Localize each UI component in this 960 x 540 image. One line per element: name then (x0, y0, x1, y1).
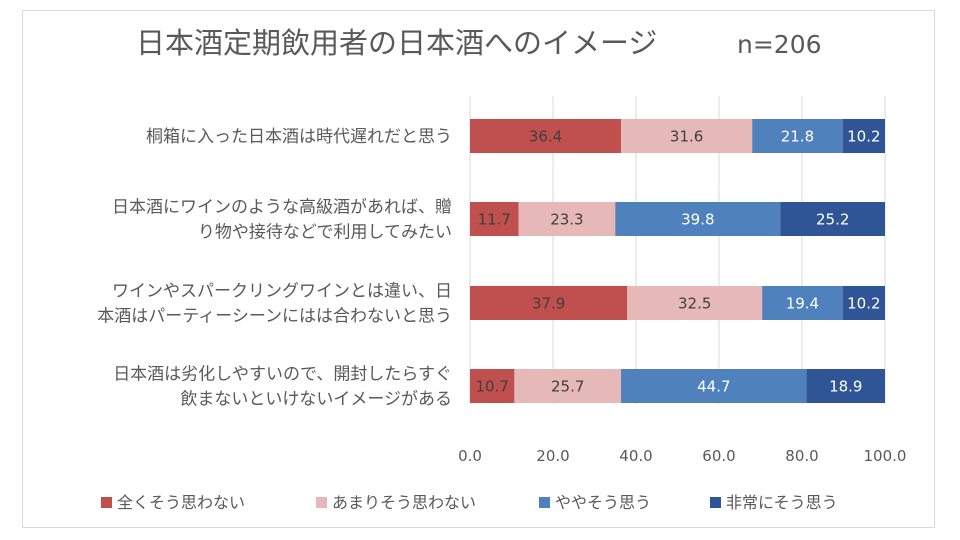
bar-segment (806, 369, 885, 403)
data-label: 19.4 (786, 295, 819, 313)
bar-segment (514, 369, 622, 403)
bar-segment (470, 202, 519, 236)
bar-segment (518, 202, 616, 236)
legend-swatch (710, 497, 721, 508)
category-label: ワインやスパークリングワインとは違い、日 (112, 282, 452, 302)
legend-label: 全くそう思わない (117, 493, 245, 512)
category-label: 本酒はパーティーシーンにはは合わないと思う (97, 307, 452, 327)
legend-label: 非常にそう思う (726, 493, 838, 512)
bar-segment (621, 369, 807, 403)
data-label: 10.2 (847, 128, 880, 146)
legend-swatch (539, 497, 550, 508)
data-label: 44.7 (697, 378, 730, 396)
data-label: 39.8 (681, 211, 714, 229)
bar-segment (762, 286, 843, 320)
data-label: 21.8 (781, 128, 814, 146)
category-label: り物や接待などで利用してみたい (198, 223, 452, 243)
category-label: 飲まないといけないイメージがある (180, 390, 452, 410)
bar-segment (621, 119, 753, 153)
x-tick-label: 100.0 (864, 447, 907, 465)
x-tick-label-layer: 0.0 20.0 40.0 60.0 80.0 100.0 (458, 447, 906, 465)
data-label: 18.9 (829, 378, 862, 396)
data-label: 11.7 (478, 211, 511, 229)
chart-svg: 日本酒定期飲用者の日本酒へのイメージ n=206 36.4 31.6 21.8 10.… (97, 26, 906, 512)
x-tick-label: 0.0 (458, 447, 482, 465)
bar-segment (752, 119, 843, 153)
data-label: 10.7 (475, 378, 508, 396)
bar-layer (470, 119, 885, 403)
bar-segment (615, 202, 781, 236)
legend: 全くそう思わない あまりそう思わない ややそう思う 非常にそう思う (101, 493, 838, 512)
data-label: 10.2 (847, 295, 880, 313)
data-label: 25.7 (551, 378, 584, 396)
chart-sample-size: n=206 (737, 30, 822, 59)
legend-label: あまりそう思わない (332, 493, 476, 512)
x-tick-label: 40.0 (619, 447, 652, 465)
bar-segment (842, 286, 885, 320)
bar-segment (470, 286, 628, 320)
bar-segment (470, 369, 515, 403)
x-tick-label: 80.0 (785, 447, 818, 465)
x-tick-label: 60.0 (702, 447, 735, 465)
data-label: 23.3 (550, 211, 583, 229)
legend-swatch (316, 497, 327, 508)
data-label: 32.5 (678, 295, 711, 313)
category-label-layer: 桐箱に入った日本酒は時代遅れだと思う日本酒にワインのような高級酒があれば、贈り物… (97, 127, 452, 410)
category-label: 桐箱に入った日本酒は時代遅れだと思う (146, 127, 452, 147)
data-label: 31.6 (670, 128, 703, 146)
legend-swatch (101, 497, 112, 508)
chart-frame: 日本酒定期飲用者の日本酒へのイメージ n=206 36.4 31.6 21.8 10.… (22, 10, 935, 528)
bar-segment (627, 286, 763, 320)
legend-label: ややそう思う (555, 493, 651, 512)
data-label: 37.9 (532, 295, 565, 313)
bar-segment (470, 119, 622, 153)
data-label: 36.4 (529, 128, 562, 146)
x-tick-label: 20.0 (536, 447, 569, 465)
data-label: 25.2 (816, 211, 849, 229)
chart-title: 日本酒定期飲用者の日本酒へのイメージ (136, 26, 657, 60)
value-label-layer: 36.4 31.6 21.8 10.2 11.7 23.3 39.8 25.2 37.9 32.5… (475, 128, 880, 396)
category-label: 日本酒にワインのような高級酒があれば、贈 (112, 198, 452, 218)
bar-segment (842, 119, 885, 153)
bar-segment (780, 202, 885, 236)
category-label: 日本酒は劣化しやすいので、開封したらすぐ (113, 365, 452, 385)
chart-title-group: 日本酒定期飲用者の日本酒へのイメージ n=206 (136, 26, 822, 60)
